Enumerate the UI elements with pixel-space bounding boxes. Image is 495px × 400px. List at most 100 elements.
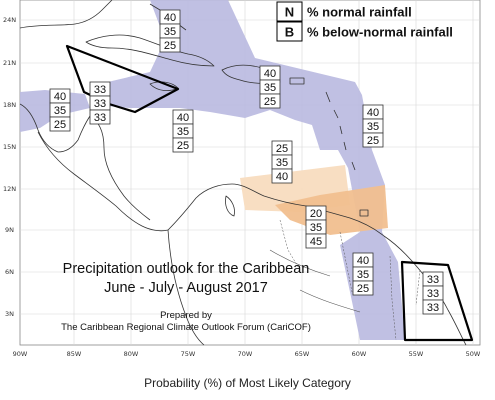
- title-block: Precipitation outlook for the Caribbean …: [61, 261, 311, 333]
- prob-value: 33: [427, 288, 439, 300]
- legend-key-n: [276, 1, 303, 22]
- prob-value: 35: [264, 82, 276, 94]
- prob-value: 35: [276, 157, 288, 169]
- prob-value: 35: [54, 105, 66, 117]
- prob-value: 40: [276, 171, 288, 183]
- legend-key-n-text: N: [285, 5, 294, 20]
- lat-tick: 9N: [5, 226, 14, 234]
- prob-box-venezuela-coast: 20 35 45: [305, 205, 327, 249]
- prob-value: 35: [177, 126, 189, 138]
- latitude-labels: 24N 21N 18N 15N 12N 9N 6N 3N: [3, 16, 16, 318]
- prob-value: 25: [177, 140, 189, 152]
- legend-label-below: % below-normal rainfall: [307, 25, 453, 40]
- legend: N % normal rainfall B % below-normal rai…: [276, 1, 453, 42]
- lon-tick: 60W: [352, 350, 367, 358]
- prob-cell: [422, 299, 444, 315]
- cuba-coast: [85, 34, 215, 67]
- lat-tick: 21N: [3, 59, 16, 67]
- prob-value: 40: [367, 107, 379, 119]
- south-america-interior: [167, 229, 205, 346]
- prob-value: 35: [310, 222, 322, 234]
- prob-cell: [89, 109, 111, 125]
- lesser-antilles: [325, 91, 356, 171]
- prob-value: 33: [427, 302, 439, 314]
- prob-cell: [305, 233, 327, 249]
- map-title: Precipitation outlook for the Caribbean: [63, 261, 310, 277]
- prob-box-french-guiana: 33 33 33: [422, 271, 444, 315]
- prob-value: 25: [276, 143, 288, 155]
- legend-label-normal: % normal rainfall: [307, 5, 412, 20]
- prob-value: 45: [310, 236, 322, 248]
- prob-cell: [172, 137, 194, 153]
- prob-value: 35: [367, 121, 379, 133]
- prob-box-central-america-north: 40 35 25: [49, 88, 71, 132]
- prob-value: 40: [54, 91, 66, 103]
- equal-chance-zones: [65, 44, 474, 342]
- probability-boxes: 40 35 25 40 35 25 33 33 33 40 35 25: [49, 9, 444, 315]
- map-period: June - July - August 2017: [104, 280, 268, 296]
- lat-tick: 18N: [3, 101, 16, 109]
- legend-key-b: [276, 21, 303, 42]
- prob-box-greater-antilles-east: 40 35 25: [259, 65, 281, 109]
- prob-value: 35: [164, 26, 176, 38]
- lat-tick: 24N: [3, 16, 16, 24]
- lat-tick: 6N: [5, 268, 14, 276]
- mexico-gulf-coast: [19, 103, 91, 153]
- prob-cell: [49, 116, 71, 132]
- prob-box-atlantic-east: 40 35 25: [362, 104, 384, 148]
- longitude-labels: 90W 85W 80W 75W 70W 65W 60W 55W 50W: [13, 350, 481, 358]
- florida-coast: [19, 0, 113, 29]
- lat-tick: 15N: [3, 143, 16, 151]
- prob-value: 40: [357, 255, 369, 267]
- venezuela-lake: [225, 195, 235, 217]
- prob-box-cuba-area: 33 33 33: [89, 81, 111, 125]
- prob-cell: [159, 37, 181, 53]
- prob-value: 35: [357, 269, 369, 281]
- zone-french-guiana-equal-chance: [400, 260, 474, 342]
- lat-tick: 12N: [3, 185, 16, 193]
- prob-box-bahamas: 40 35 25: [159, 9, 181, 53]
- lat-tick: 3N: [5, 310, 14, 318]
- lon-tick: 90W: [13, 350, 28, 358]
- lon-tick: 65W: [295, 350, 310, 358]
- prepared-by: Prepared by: [160, 310, 212, 321]
- prob-cell: [362, 132, 384, 148]
- prob-value: 40: [264, 68, 276, 80]
- prob-box-guianas: 40 35 25: [352, 252, 374, 296]
- prob-value: 40: [177, 112, 189, 124]
- prob-value: 20: [310, 208, 322, 220]
- central-america-coast: [37, 115, 169, 232]
- puerto-rico-coast: [289, 77, 305, 85]
- prob-cell: [271, 168, 293, 184]
- lon-tick: 75W: [181, 350, 196, 358]
- prob-value: 33: [94, 112, 106, 124]
- lon-tick: 85W: [67, 350, 82, 358]
- prob-value: 25: [367, 135, 379, 147]
- zone-bahamas-antilles: [95, 0, 355, 150]
- prob-value: 33: [94, 84, 106, 96]
- zone-cuba-equal-chance: [65, 44, 180, 114]
- lon-tick: 50W: [466, 350, 481, 358]
- lon-tick: 70W: [238, 350, 253, 358]
- prob-value: 25: [164, 40, 176, 52]
- prob-box-caribbean-south: 25 35 40: [271, 140, 293, 184]
- prob-value: 40: [164, 12, 176, 24]
- prob-value: 33: [427, 274, 439, 286]
- footer-caption: Probability (%) of Most Likely Category: [144, 376, 351, 390]
- zone-venezuela-coast: [275, 185, 388, 235]
- lon-tick: 80W: [124, 350, 139, 358]
- prob-cell: [352, 280, 374, 296]
- legend-key-b-text: B: [285, 25, 294, 40]
- prob-cell: [259, 93, 281, 109]
- prob-value: 33: [94, 98, 106, 110]
- prob-box-jamaica-south: 40 35 25: [172, 109, 194, 153]
- trinidad-coast: [359, 209, 369, 217]
- amazon-rivers: [269, 249, 361, 313]
- prob-value: 25: [357, 283, 369, 295]
- lon-tick: 55W: [409, 350, 424, 358]
- prepared-by-org: The Caribbean Regional Climate Outlook F…: [61, 322, 311, 333]
- prob-value: 25: [264, 96, 276, 108]
- above-normal-zones: [240, 165, 388, 235]
- prob-value: 25: [54, 119, 66, 131]
